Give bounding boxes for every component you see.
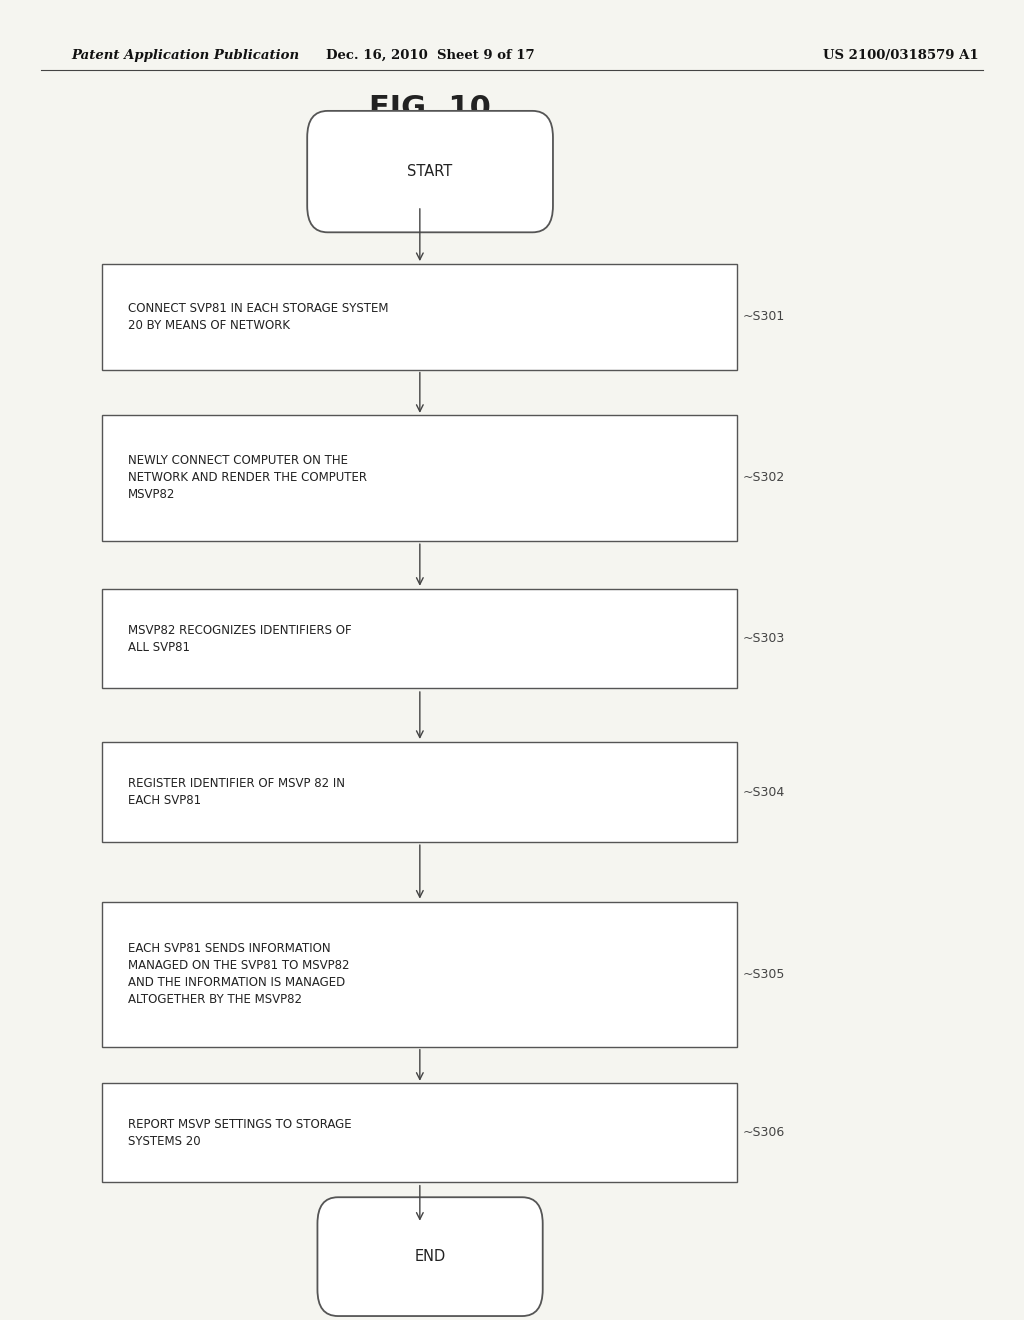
Text: REGISTER IDENTIFIER OF MSVP 82 IN
EACH SVP81: REGISTER IDENTIFIER OF MSVP 82 IN EACH S… — [128, 777, 345, 807]
FancyBboxPatch shape — [102, 264, 737, 370]
Text: END: END — [415, 1249, 445, 1265]
Text: START: START — [408, 164, 453, 180]
FancyBboxPatch shape — [317, 1197, 543, 1316]
FancyBboxPatch shape — [102, 589, 737, 689]
Text: NEWLY CONNECT COMPUTER ON THE
NETWORK AND RENDER THE COMPUTER
MSVP82: NEWLY CONNECT COMPUTER ON THE NETWORK AN… — [128, 454, 367, 502]
Text: ~S302: ~S302 — [742, 471, 784, 484]
Text: REPORT MSVP SETTINGS TO STORAGE
SYSTEMS 20: REPORT MSVP SETTINGS TO STORAGE SYSTEMS … — [128, 1118, 351, 1147]
FancyBboxPatch shape — [307, 111, 553, 232]
Text: MSVP82 RECOGNIZES IDENTIFIERS OF
ALL SVP81: MSVP82 RECOGNIZES IDENTIFIERS OF ALL SVP… — [128, 624, 351, 653]
Text: ~S306: ~S306 — [742, 1126, 784, 1139]
Text: EACH SVP81 SENDS INFORMATION
MANAGED ON THE SVP81 TO MSVP82
AND THE INFORMATION : EACH SVP81 SENDS INFORMATION MANAGED ON … — [128, 942, 349, 1006]
FancyBboxPatch shape — [102, 742, 737, 842]
Text: ~S303: ~S303 — [742, 632, 784, 645]
FancyBboxPatch shape — [102, 414, 737, 541]
Text: Dec. 16, 2010  Sheet 9 of 17: Dec. 16, 2010 Sheet 9 of 17 — [326, 49, 535, 62]
Text: FIG. 10: FIG. 10 — [369, 94, 492, 123]
Text: ~S305: ~S305 — [742, 968, 784, 981]
Text: ~S301: ~S301 — [742, 310, 784, 323]
FancyBboxPatch shape — [102, 1082, 737, 1183]
Text: Patent Application Publication: Patent Application Publication — [72, 49, 300, 62]
FancyBboxPatch shape — [102, 902, 737, 1047]
Text: ~S304: ~S304 — [742, 785, 784, 799]
Text: CONNECT SVP81 IN EACH STORAGE SYSTEM
20 BY MEANS OF NETWORK: CONNECT SVP81 IN EACH STORAGE SYSTEM 20 … — [128, 302, 388, 331]
Text: US 2100/0318579 A1: US 2100/0318579 A1 — [823, 49, 979, 62]
